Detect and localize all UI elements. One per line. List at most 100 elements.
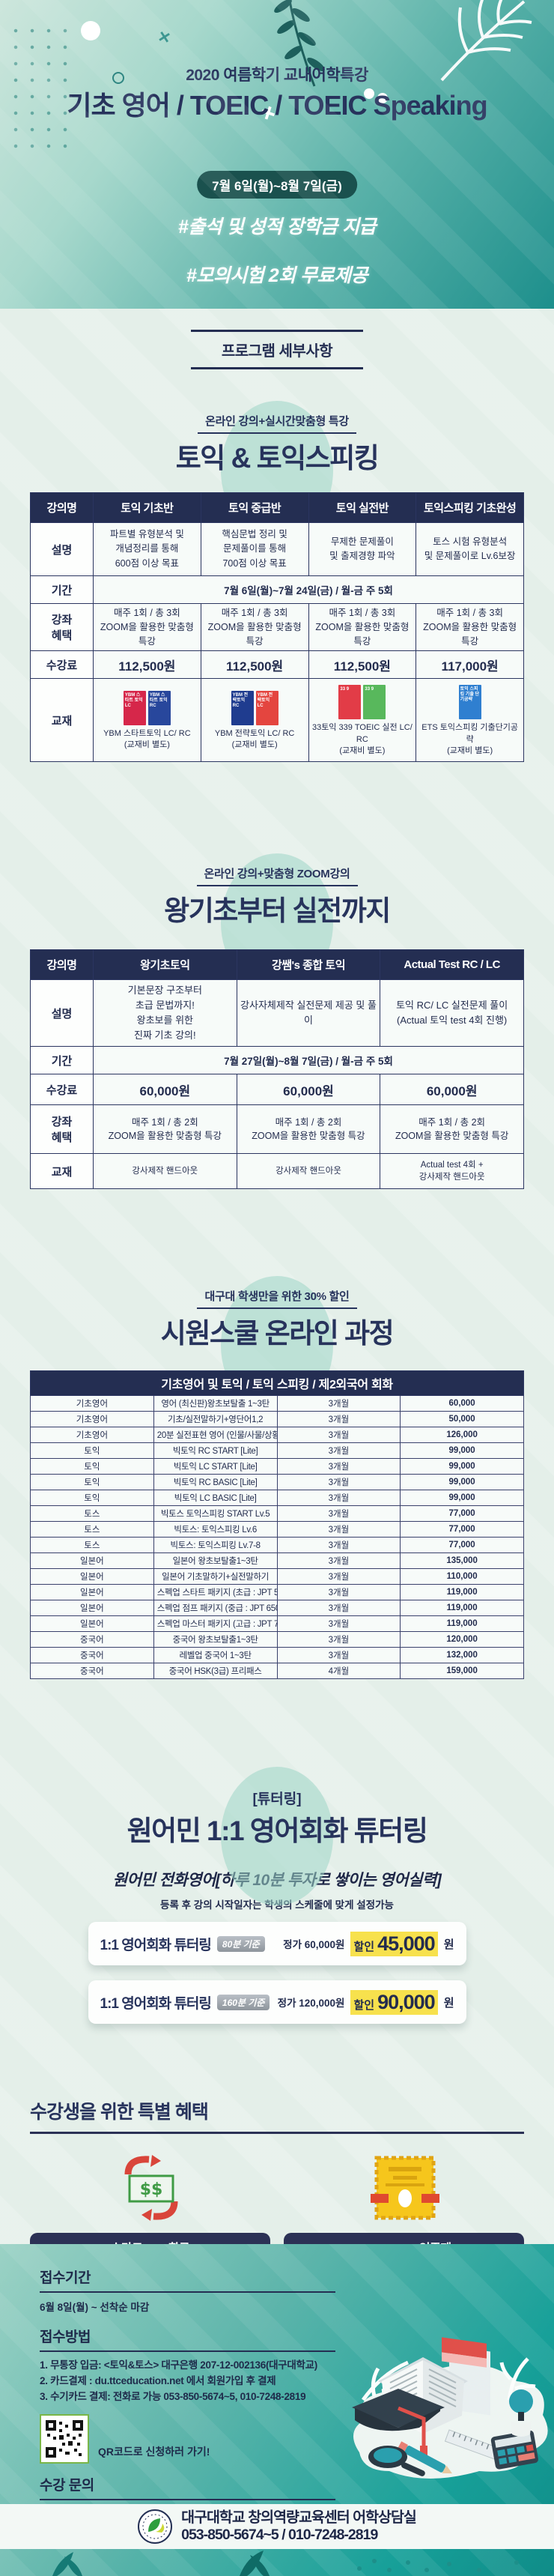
application-method-block: 접수방법 1. 무통장 입금: <토익&토스> 대구은행 207-12-0021…: [40, 2326, 354, 2405]
discount-price: 90,000: [377, 1990, 436, 2013]
duration-cell: 3개월: [276, 1568, 401, 1585]
book-cell: 강사제작 핸드아웃: [93, 1153, 237, 1190]
category-cell: 토익: [30, 1458, 154, 1475]
course-cell: 중국어 왕초보탈출1~3탄: [153, 1631, 278, 1648]
rule: [40, 2350, 335, 2352]
page-title: 기초 영어 / TOEIC / TOEIC Speaking: [67, 90, 487, 121]
book-cover: 33 9: [363, 685, 386, 720]
book-cell: YBM 스타트 토익 LC YBM 스타트 토익 RC YBM 스타트토익 LC…: [93, 678, 201, 763]
original-price: 정가 120,000원: [277, 1998, 345, 2010]
course-row: 중국어 중국어 HSK(3급) 프리패스 4개월 159,000: [30, 1663, 524, 1680]
course-row: 기초영어 기초/실전말하기+영단어1,2 3개월 50,000: [30, 1411, 524, 1428]
white-dot-decoration: [81, 21, 100, 40]
category-cell: 토익: [30, 1490, 154, 1507]
course-row: 일본어 일본어 기초말하기+실전말하기 3개월 110,000: [30, 1568, 524, 1585]
category-cell: 토스: [30, 1505, 154, 1523]
row-label: 강좌 혜택: [30, 602, 94, 652]
course-row: 중국어 중국어 왕초보탈출1~3탄 3개월 120,000: [30, 1631, 524, 1648]
application-period-block: 접수기간 6월 8일(월) ~ 선착순 마감: [40, 2267, 354, 2314]
duration-cell: 3개월: [276, 1584, 401, 1601]
section2-title: 왕기초부터 실전까지: [164, 895, 391, 927]
section1-title: 토익 & 토익스피킹: [175, 443, 380, 474]
row-label: 교재: [30, 678, 94, 763]
benefit-title: DU-HEART 인증제: [288, 2238, 520, 2244]
duration-cell: 3개월: [276, 1427, 401, 1444]
price-cell: 77,000: [400, 1537, 524, 1554]
duration-cell: 3개월: [276, 1647, 401, 1664]
category-cell: 기초영어: [30, 1427, 154, 1444]
book-cover: YBM 스타트 토익 RC: [147, 690, 171, 725]
course-row: 기초영어 20분 실전표현 영어 (인물/사물/상황/장소) 3개월 126,0…: [30, 1427, 524, 1444]
hashtag-scholarship: #출석 및 성적 장학금 지급: [177, 217, 377, 238]
tutoring-card: 1:1 영어회화 튜터링 160분 기준 정가 120,000원 할인 90,0…: [88, 1980, 466, 2025]
benefit-cell: 매주 1회 / 총 2회 ZOOM을 활용한 맞춤형 특강: [93, 1104, 237, 1155]
row-label: 강의명: [30, 949, 94, 981]
column-header: 토익 기초반: [93, 492, 201, 523]
benefit-cell: 매주 1회 / 총 3회 ZOOM을 활용한 맞춤형 특강: [416, 602, 524, 652]
table-header-row: 기초영어 및 토익 / 토익 스피킹 / 제2외국어 회화: [30, 1370, 524, 1397]
column-header: Actual Test RC / LC: [380, 949, 524, 981]
discount-price-group: 할인 90,000: [350, 1989, 438, 2015]
book-note: (교재비 별도): [124, 740, 170, 750]
application-period-heading: 접수기간: [40, 2270, 91, 2286]
course-row: 일본어 일본어 왕초보탈출1~3탄 3개월 135,000: [30, 1552, 524, 1570]
original-price: 정가 60,000원: [283, 1939, 345, 1951]
desc-cell: 강사자체제작 실전문제 제공 및 풀이: [236, 979, 381, 1047]
price-unit: 원: [443, 1996, 454, 2010]
fee-cell: 112,500원: [93, 650, 201, 680]
duration-cell: 3개월: [276, 1521, 401, 1538]
price-cell: 119,000: [400, 1615, 524, 1633]
duration-cell: 3개월: [276, 1395, 401, 1412]
period-row: 기간 7월 27일(월)~8월 7일(금) / 월-금 주 5회: [30, 1046, 524, 1075]
svg-text:$$: $$: [139, 2180, 162, 2199]
course-row: 토익 빅토익 RC BASIC [Lite] 3개월 99,000: [30, 1474, 524, 1491]
category-cell: 일본어: [30, 1552, 154, 1570]
row-label: 기간: [30, 575, 94, 604]
tutoring-title: 원어민 1:1 영어회화 튜터링: [127, 1815, 428, 1847]
application-method-heading: 접수방법: [40, 2329, 91, 2345]
method-line: 3. 수기카드 결제: 전화로 가능 053-850-5674~5, 010-7…: [40, 2390, 306, 2402]
price-cell: 159,000: [400, 1663, 524, 1680]
category-cell: 일본어: [30, 1600, 154, 1617]
cross-decoration: ×: [156, 24, 173, 49]
benefit-title: 수강료 50%환급: [34, 2238, 266, 2244]
footer-band: 대구대학교 창의역량교육센터 어학상담실 053-850-5674~5 / 01…: [0, 2504, 554, 2549]
qr-label: QR코드로 신청하러 가기!: [98, 2445, 210, 2458]
price-cell: 120,000: [400, 1631, 524, 1648]
book-cell: 토익 스피킹 기출 단기공략 ETS 토익스피킹 기출단기공략 (교재비 별도): [416, 678, 524, 763]
course-cell: 일본어 왕초보탈출1~3탄: [153, 1552, 278, 1570]
section3-subtitle: 대구대 학생만을 위한 30% 할인: [197, 1288, 357, 1310]
desc-cell: 토스 시험 유형분석 및 문제풀이로 Lv.6보장: [416, 522, 524, 576]
desc-cell: 토익 RC/ LC 실전문제 풀이 (Actual 토익 test 4회 진행): [380, 979, 524, 1047]
book-row: 교재 YBM 스타트 토익 LC YBM 스타트 토익 RC YBM 스타트토익…: [30, 678, 524, 763]
benefits-rule: [30, 2132, 524, 2135]
price-cell: 119,000: [400, 1584, 524, 1601]
hero-subtitle: 2020 여름학기 교내어학특강: [186, 67, 368, 84]
footer-org: 대구대학교 창의역량교육센터 어학상담실: [181, 2509, 417, 2526]
course-cell: 영어 (최신판)왕초보탈출 1~3탄: [153, 1395, 278, 1412]
section-benefits: 수강생을 위한 특별 혜택 $$: [30, 2097, 524, 2244]
book-cell: 강사제작 핸드아웃: [236, 1153, 381, 1190]
row-label: 기간: [30, 1046, 94, 1075]
leaf-decoration: [52, 2551, 519, 2576]
course-row: 토스 빅토스 토익스피킹 START Lv.5 3개월 77,000: [30, 1505, 524, 1523]
course-cell: 빅토스: 토익스피킹 Lv.7-8: [153, 1537, 278, 1554]
section3-title: 시원스쿨 온라인 과정: [160, 1318, 395, 1349]
book-row: 교재 강사제작 핸드아웃 강사제작 핸드아웃 Actual test 4회 + 강사…: [30, 1153, 524, 1190]
course-cell: 스펙업 스타트 패키지 (초급 : JPT 550+ & JLPT N3 강좌): [153, 1584, 278, 1601]
course-cell: 빅토스: 토익스피킹 Lv.6: [153, 1521, 278, 1538]
book-caption: YBM 전략토익 LC/ RC: [214, 728, 295, 738]
fee-cell: 117,000원: [416, 650, 524, 680]
book-cover: 33 9: [338, 685, 362, 720]
price-cell: 99,000: [400, 1442, 524, 1460]
course-row: 일본어 스펙업 점프 패키지 (중급 : JPT 650+ & JLPT N2 …: [30, 1600, 524, 1617]
benefit-cell: 매주 1회 / 총 2회 ZOOM을 활용한 맞춤형 특강: [236, 1104, 381, 1155]
section-basics: 온라인 강의+맞춤형 ZOOM강의 왕기초부터 실전까지 강의명 왕기초토익 강쌤…: [0, 853, 554, 1190]
book-cover: YBM 전략토익 LC: [255, 690, 278, 725]
fee-row: 수강료 60,000원 60,000원 60,000원: [30, 1074, 524, 1106]
table-header-row: 강의명 토익 기초반 토익 중급반 토익 실전반 토익스피킹 기초완성: [30, 492, 524, 523]
benefit-cell: 매주 1회 / 총 3회 ZOOM을 활용한 맞춤형 특강: [308, 602, 417, 652]
course-row: 일본어 스펙업 스타트 패키지 (초급 : JPT 550+ & JLPT N3…: [30, 1584, 524, 1601]
benefit-cell: 매주 1회 / 총 3회 ZOOM을 활용한 맞춤형 특강: [200, 602, 309, 652]
